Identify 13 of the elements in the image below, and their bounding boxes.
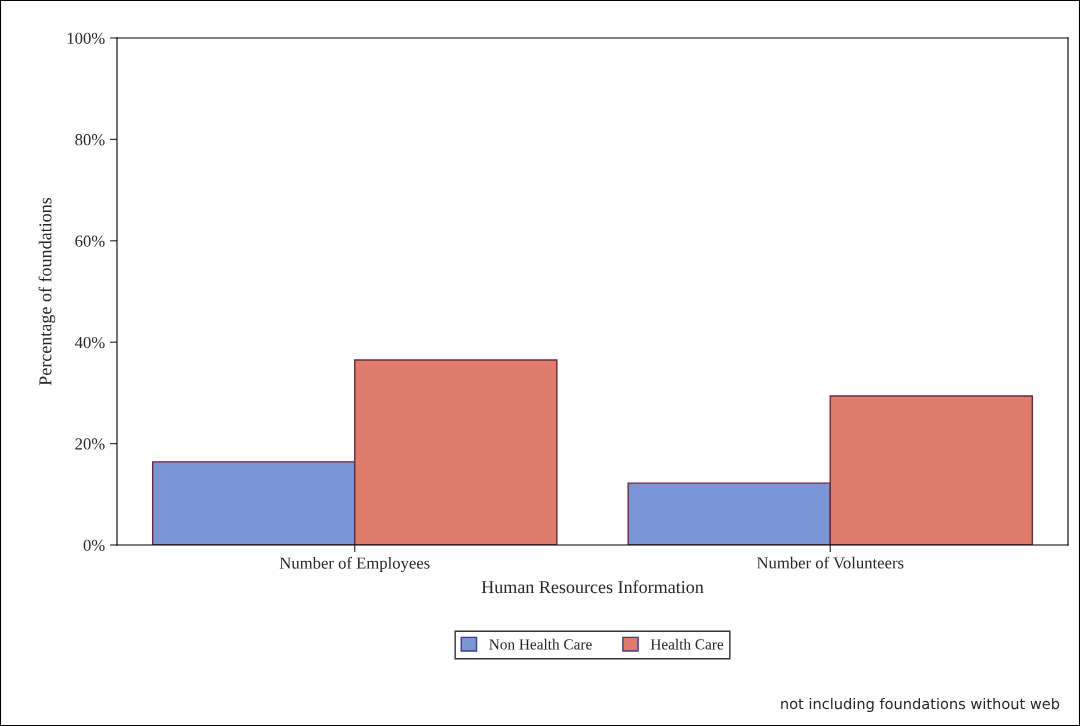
legend-label: Health Care [650, 638, 724, 650]
y-axis-title: Percentage of foundations [38, 197, 56, 386]
text: not including foundations without web [781, 697, 1060, 713]
x-tick-label: Number of Volunteers [756, 556, 904, 569]
y-tick-label: 60% [75, 235, 105, 247]
y-tick-label: 40% [74, 336, 105, 349]
x-tick-label: Number of Employees [279, 556, 430, 573]
legend-label: Non Health Care [489, 638, 592, 650]
y-tick-label: 100% [67, 32, 105, 44]
x-axis-title: Human Resources Information [481, 580, 704, 594]
y-tick-label: 20% [75, 438, 105, 450]
y-tick-label: 80% [75, 134, 105, 146]
y-tick-label: 0% [83, 539, 105, 551]
